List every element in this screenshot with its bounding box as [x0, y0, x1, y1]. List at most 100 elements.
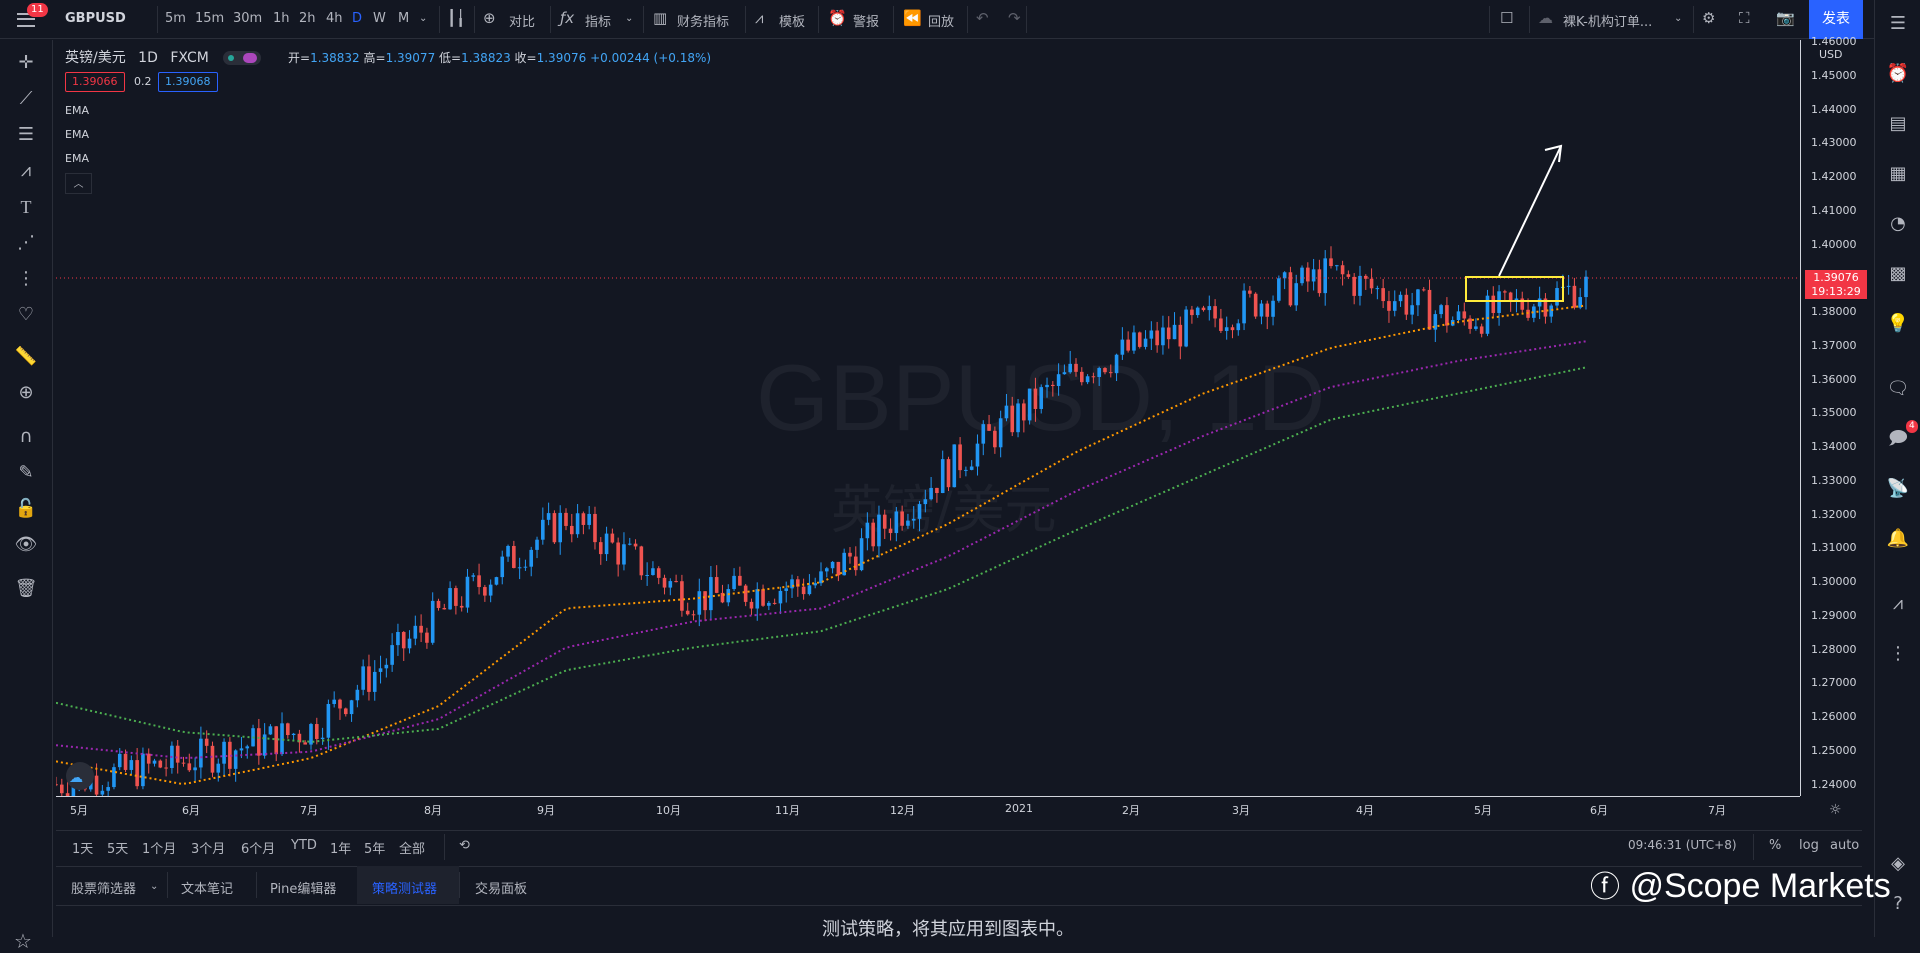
timeframe-4h[interactable]: 4h: [326, 11, 343, 26]
range-1y[interactable]: 1年: [330, 842, 352, 857]
candle-body: [946, 459, 951, 488]
magnet-icon[interactable]: ∩: [19, 426, 33, 447]
indicators-button[interactable]: 指标: [585, 15, 612, 30]
alarm-icon: ⏰: [828, 9, 847, 27]
undo-icon[interactable]: ↶: [976, 9, 989, 27]
range-1m[interactable]: 1个月: [142, 842, 177, 857]
timeframe-d[interactable]: D: [352, 11, 363, 26]
redo-icon[interactable]: ↷: [1008, 9, 1021, 27]
replay-button[interactable]: 回放: [928, 15, 955, 30]
financials-button[interactable]: 财务指标: [677, 15, 730, 30]
chat-icon[interactable]: 🗨: [1886, 378, 1910, 399]
main-menu-button[interactable]: 11: [0, 0, 52, 39]
weather-logo-icon[interactable]: ☁: [66, 762, 94, 790]
goto-date-icon[interactable]: ⟲: [459, 838, 470, 853]
pattern-icon[interactable]: ⋰: [17, 232, 35, 253]
help-icon[interactable]: ?: [1893, 893, 1903, 914]
dom-icon[interactable]: ⋮: [1889, 643, 1907, 664]
publish-button[interactable]: 发表: [1809, 0, 1863, 39]
eye-icon[interactable]: 👁: [14, 534, 38, 555]
chevron-down-icon[interactable]: ⌄: [1674, 13, 1683, 24]
trend-line-icon[interactable]: ⟋: [19, 88, 33, 109]
ema-legend-2[interactable]: EMA: [65, 128, 89, 141]
zoom-in-icon[interactable]: ⊕: [18, 382, 34, 403]
tab-strategy-tester[interactable]: 策略测试器: [372, 882, 438, 897]
news-icon[interactable]: ▤: [1889, 113, 1907, 134]
pie-chart-icon[interactable]: ◔: [1890, 213, 1906, 234]
trend-arrow[interactable]: [1498, 145, 1562, 277]
timeframe-m[interactable]: M: [398, 11, 410, 26]
range-1d[interactable]: 1天: [72, 842, 94, 857]
timeframe-2h[interactable]: 2h: [299, 11, 316, 26]
legend-title[interactable]: 英镑/美元 1D FXCM: [65, 47, 262, 67]
layout-name[interactable]: 裸K-机构订单...: [1563, 15, 1653, 30]
prediction-icon[interactable]: ⋮: [17, 268, 35, 289]
calendar-icon[interactable]: ▩: [1889, 263, 1907, 284]
timeframe-5m[interactable]: 5m: [165, 11, 186, 26]
symbol-search[interactable]: GBPUSD: [65, 11, 126, 26]
tab-stock-screener[interactable]: 股票筛选器: [71, 882, 137, 897]
market-status-toggle[interactable]: [223, 51, 262, 65]
pitchfork-icon[interactable]: ⩘: [20, 160, 32, 181]
candlestick-type-icon[interactable]: ┃╽: [447, 9, 466, 27]
crosshair-icon[interactable]: ✛: [18, 52, 34, 73]
price-axis[interactable]: [1800, 40, 1874, 796]
range-all[interactable]: 全部: [399, 842, 426, 857]
tab-trading-panel[interactable]: 交易面板: [475, 882, 528, 897]
candle-body: [372, 671, 377, 692]
layout-square-icon[interactable]: ☐: [1500, 9, 1514, 27]
templates-button[interactable]: 模板: [779, 15, 806, 30]
gear-icon[interactable]: ⚙: [1702, 9, 1716, 27]
icons-icon[interactable]: ♡: [17, 304, 35, 325]
fullscreen-icon[interactable]: ⛶: [1739, 9, 1750, 27]
candle-body: [1126, 339, 1130, 351]
timeframe-1h[interactable]: 1h: [273, 11, 290, 26]
chevron-down-icon[interactable]: ⌄: [150, 881, 159, 892]
data-window-icon[interactable]: ▦: [1889, 163, 1907, 184]
lock-icon[interactable]: 🔓: [14, 498, 38, 519]
range-3m[interactable]: 3个月: [191, 842, 226, 857]
broadcast-icon[interactable]: 📡: [1886, 478, 1910, 499]
auto-scale-toggle[interactable]: auto: [1830, 838, 1860, 853]
ruler-icon[interactable]: 📏: [14, 346, 38, 367]
sell-button[interactable]: 1.39066: [65, 72, 125, 92]
time-axis[interactable]: [56, 796, 1800, 825]
alarm-clock-icon[interactable]: ⏰: [1886, 63, 1910, 84]
range-6m[interactable]: 6个月: [241, 842, 276, 857]
camera-icon[interactable]: 📷: [1776, 9, 1795, 27]
log-scale-toggle[interactable]: log: [1799, 838, 1819, 853]
tab-text-notes[interactable]: 文本笔记: [181, 882, 234, 897]
percent-scale-toggle[interactable]: %: [1769, 838, 1782, 853]
timeframe-w[interactable]: W: [373, 11, 386, 26]
price-chart[interactable]: GBPUSD, 1D 英镑/美元 ☁: [56, 40, 1800, 796]
clock-timezone[interactable]: 09:46:31 (UTC+8): [1628, 838, 1737, 852]
ema-legend-3[interactable]: EMA: [65, 152, 89, 165]
tab-pine-editor[interactable]: Pine编辑器: [270, 882, 337, 897]
layers-icon[interactable]: ◈: [1891, 853, 1905, 874]
notifications-bell-icon[interactable]: 🔔: [1886, 528, 1910, 549]
collapse-legend-button[interactable]: ︿: [65, 173, 92, 194]
horizontal-lines-icon[interactable]: ☰: [17, 124, 35, 145]
timeframe-15m[interactable]: 15m: [195, 11, 225, 26]
messages-icon[interactable]: 🗩: [1888, 428, 1908, 449]
ema-legend-1[interactable]: EMA: [65, 104, 89, 117]
highlight-box[interactable]: [1465, 276, 1564, 302]
text-icon[interactable]: T: [20, 197, 32, 217]
trash-icon[interactable]: 🗑: [14, 578, 38, 599]
chevron-down-icon[interactable]: ⌄: [625, 13, 634, 24]
alert-button[interactable]: 警报: [853, 15, 880, 30]
pencil-lock-icon[interactable]: ✎: [18, 462, 34, 483]
lightbulb-icon[interactable]: 💡: [1886, 313, 1910, 334]
add-compare-icon[interactable]: ⊕: [483, 9, 496, 27]
trading-icon[interactable]: ⩘: [1892, 593, 1904, 614]
axis-settings-icon[interactable]: ☼: [1829, 802, 1842, 818]
range-ytd[interactable]: YTD: [291, 838, 317, 853]
timeframe-30m[interactable]: 30m: [233, 11, 263, 26]
star-icon[interactable]: ☆: [14, 929, 32, 953]
range-5d[interactable]: 5天: [107, 842, 129, 857]
compare-button[interactable]: 对比: [509, 15, 536, 30]
range-5y[interactable]: 5年: [364, 842, 386, 857]
buy-button[interactable]: 1.39068: [158, 72, 218, 92]
chevron-down-icon[interactable]: ⌄: [419, 13, 428, 24]
watchlist-icon[interactable]: ☰: [1889, 13, 1907, 34]
